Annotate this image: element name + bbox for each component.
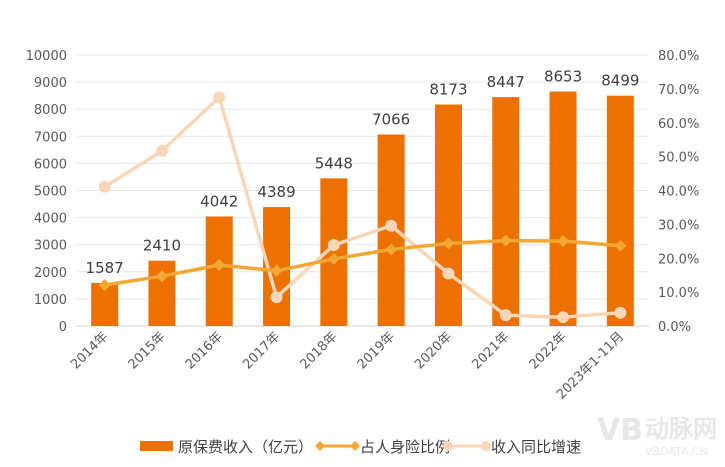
legend-circle-marker <box>443 441 453 451</box>
ratio-point <box>442 237 455 250</box>
bar <box>549 91 577 327</box>
ratio-point <box>98 279 111 292</box>
bar-data-label: 4042 <box>200 192 238 210</box>
ratio-point <box>557 234 570 247</box>
legend-label: 原保费收入（亿元） <box>178 438 313 456</box>
left-tick-label: 9000 <box>34 76 67 91</box>
growth-point <box>270 291 283 304</box>
left-tick-label: 2000 <box>34 266 67 281</box>
legend-diamond-marker <box>315 441 325 451</box>
right-tick-label: 80.0% <box>658 49 699 64</box>
x-tick-label: 2018年 <box>297 329 340 372</box>
watermark-logo: VB <box>597 413 643 448</box>
bar-data-label: 7066 <box>372 111 410 129</box>
bar <box>492 97 520 326</box>
left-tick-label: 8000 <box>34 103 67 118</box>
growth-point <box>442 267 455 280</box>
growth-point <box>557 311 570 324</box>
growth-point <box>213 91 226 104</box>
ratio-point <box>155 270 168 283</box>
right-tick-label: 10.0% <box>658 286 699 301</box>
x-tick-label: 2017年 <box>240 329 283 372</box>
line-ratio <box>104 238 621 287</box>
right-tick-label: 20.0% <box>658 252 699 267</box>
right-tick-label: 60.0% <box>658 117 699 132</box>
x-tick-label: 2016年 <box>183 329 226 372</box>
bar-data-label: 8173 <box>429 81 467 99</box>
growth-point <box>385 219 398 232</box>
left-axis-ticks: 0 1000 2000 3000 4000 5000 6000 7000 8000 9000 100… <box>26 49 67 335</box>
ratio-point <box>499 234 512 247</box>
ratio-point <box>327 252 340 265</box>
bar <box>434 104 462 326</box>
right-tick-label: 50.0% <box>658 151 699 166</box>
left-tick-label: 0 <box>59 320 67 335</box>
growth-point <box>614 306 627 319</box>
legend-label: 收入同比增速 <box>491 438 581 456</box>
x-tick-label: 2020年 <box>412 329 455 372</box>
growth-point <box>155 144 168 157</box>
left-tick-label: 6000 <box>34 157 67 172</box>
ratio-point <box>270 264 283 277</box>
watermark-url: VBDATA.CN <box>645 445 708 458</box>
bar-data-label: 4389 <box>257 183 295 201</box>
ratio-point <box>213 259 226 272</box>
bar-data-label: 5448 <box>315 154 353 172</box>
x-axis-labels: 2014年 2015年 2016年 2017年 2018年 2019年 2020年 2021年… <box>68 329 627 402</box>
bar-data-label: 1587 <box>86 259 124 277</box>
growth-point <box>499 309 512 322</box>
growth-point <box>327 239 340 252</box>
bar-data-label: 2410 <box>143 237 181 255</box>
right-tick-label: 0.0% <box>658 320 691 335</box>
x-tick-label: 2021年 <box>469 329 512 372</box>
bar-data-label: 8447 <box>487 73 525 91</box>
left-tick-label: 3000 <box>34 239 67 254</box>
left-tick-label: 1000 <box>34 293 67 308</box>
watermark-brand: 动脉网 <box>645 415 717 443</box>
bar-data-label: 8653 <box>544 68 582 86</box>
bar <box>606 95 634 327</box>
legend-swatch-bar <box>140 441 173 451</box>
x-tick-label: 2022年 <box>527 329 570 372</box>
left-tick-label: 5000 <box>34 185 67 200</box>
right-axis-ticks: 0.0% 10.0% 20.0% 30.0% 40.0% 50.0% 60.0% 70.0% 8… <box>658 49 699 335</box>
x-tick-label: 2019年 <box>355 329 398 372</box>
legend-circle-marker <box>481 441 491 451</box>
growth-point <box>98 180 111 193</box>
left-tick-label: 7000 <box>34 130 67 145</box>
bars: 1587 2410 4042 4389 5448 7066 8173 8447 8653 8499 <box>86 68 639 327</box>
left-tick-label: 4000 <box>34 212 67 227</box>
right-tick-label: 30.0% <box>658 218 699 233</box>
bar <box>205 216 233 326</box>
legend-diamond-marker <box>350 441 360 451</box>
watermark: VB 动脉网 VBDATA.CN <box>597 413 717 458</box>
x-tick-label: 2015年 <box>126 329 169 372</box>
right-tick-label: 40.0% <box>658 185 699 200</box>
ratio-point <box>385 243 398 256</box>
bar-data-label: 8499 <box>601 72 639 90</box>
legend: 原保费收入（亿元） 占人身险比例 收入同比增速 <box>140 438 581 456</box>
lines <box>98 91 627 324</box>
ratio-point <box>614 239 627 252</box>
line-growth <box>103 95 621 319</box>
left-tick-label: 10000 <box>26 49 67 64</box>
right-tick-label: 70.0% <box>658 83 699 98</box>
x-tick-label: 2014年 <box>68 329 111 372</box>
legend-label: 占人身险比例 <box>360 438 450 456</box>
